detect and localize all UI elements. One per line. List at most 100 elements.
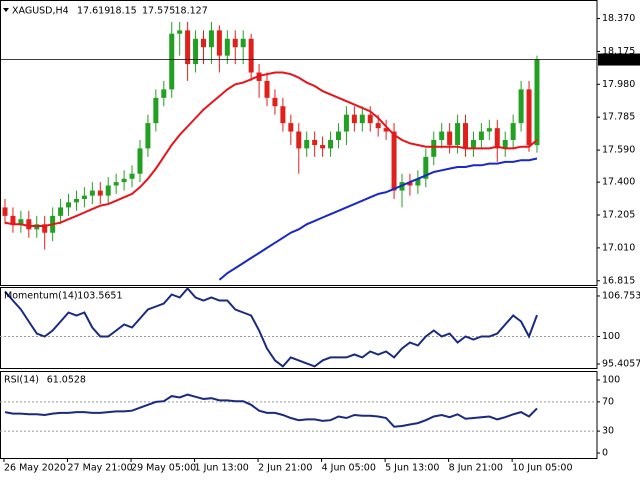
- candle-body: [193, 38, 199, 65]
- indicator-value: 61.0528: [47, 375, 86, 386]
- header-close: 18.127: [175, 6, 208, 17]
- candle-body: [391, 131, 397, 191]
- candle-body: [296, 131, 302, 149]
- candle-body: [359, 114, 365, 124]
- y-tick-label: 17.205: [602, 210, 635, 221]
- candle-body: [105, 185, 111, 196]
- candle-body: [264, 80, 270, 98]
- candle-body: [137, 148, 143, 174]
- candle-body: [431, 139, 437, 157]
- header-arrow: [3, 8, 9, 12]
- candle-body: [335, 131, 341, 140]
- current-price-box: [598, 53, 640, 66]
- indicator-title: Momentum(14): [4, 291, 78, 302]
- candle-body: [367, 114, 373, 124]
- candle-body: [113, 182, 119, 186]
- indicator-title: RSI(14): [4, 375, 39, 386]
- x-tick-label: 1 Jun 13:00: [195, 463, 249, 474]
- candle-body: [502, 139, 508, 149]
- candle-body: [415, 178, 421, 186]
- candle-body: [2, 207, 8, 216]
- panel-frame: [0, 287, 598, 369]
- candle-body: [526, 89, 532, 146]
- candle-body: [224, 38, 230, 56]
- x-tick-label: 10 Jun 05:00: [512, 463, 572, 474]
- candle-body: [288, 123, 294, 132]
- candle-body: [89, 190, 95, 196]
- moving-average: [4, 71, 538, 227]
- candle-body: [510, 123, 516, 140]
- candle-body: [73, 198, 79, 203]
- candle-body: [280, 106, 286, 124]
- candle-body: [201, 38, 206, 48]
- header-open: 17.619: [77, 6, 110, 17]
- candle-body: [383, 128, 389, 132]
- candle-body: [81, 195, 87, 199]
- candle-body: [177, 30, 183, 34]
- candle-body: [42, 224, 48, 233]
- x-tick-label: 29 May 05:00: [131, 463, 196, 474]
- candle-body: [58, 207, 64, 216]
- candle-body: [26, 219, 32, 230]
- candle-body: [455, 123, 461, 146]
- candle-body: [145, 123, 151, 149]
- candle-body: [447, 131, 453, 146]
- y-tick-label: 17.590: [602, 145, 635, 156]
- y-tick-label: 30: [602, 426, 614, 437]
- candle-body: [494, 128, 500, 149]
- y-tick-label: 17.010: [602, 242, 635, 253]
- candle-body: [478, 131, 484, 140]
- y-tick-label: 18.370: [602, 13, 635, 24]
- candle-body: [343, 114, 349, 132]
- candle-body: [153, 97, 159, 124]
- candle-body: [328, 139, 334, 149]
- y-tick-label: 95.4057: [602, 359, 640, 370]
- current-price-label: 18.127: [602, 54, 635, 65]
- x-tick-label: 4 Jun 05:00: [322, 463, 376, 474]
- y-tick-label: 70: [602, 396, 614, 407]
- candle-body: [439, 131, 445, 140]
- x-tick-label: 5 Jun 13:00: [385, 463, 439, 474]
- candle-body: [10, 215, 16, 225]
- candle-body: [272, 97, 278, 107]
- x-tick-label: 2 Jun 21:00: [258, 463, 312, 474]
- candle-body: [161, 89, 167, 98]
- x-tick-label: 8 Jun 21:00: [449, 463, 503, 474]
- candle-body: [216, 30, 222, 56]
- y-tick-label: 17.400: [602, 177, 635, 188]
- chart-title: XAGUSD,H4: [12, 6, 69, 17]
- candle-body: [375, 123, 381, 129]
- candle-body: [240, 38, 246, 48]
- candle-body: [423, 156, 429, 179]
- candle-body: [129, 173, 135, 179]
- candle-body: [185, 30, 191, 65]
- panel-frame: [0, 0, 598, 286]
- candle-body: [304, 139, 310, 149]
- y-tick-label: 16.815: [602, 275, 635, 286]
- candle-body: [232, 38, 238, 48]
- candle-body: [518, 89, 524, 124]
- x-tick-label: 26 May 2020: [4, 463, 66, 474]
- candle-body: [169, 33, 175, 90]
- candle-body: [320, 145, 326, 149]
- candle-body: [248, 38, 254, 73]
- candle-body: [463, 123, 469, 149]
- candle-body: [97, 190, 103, 196]
- indicator-line: [4, 393, 538, 428]
- x-tick-label: 27 May 21:00: [68, 463, 133, 474]
- y-tick-label: 17.785: [602, 112, 635, 123]
- candle-body: [470, 139, 476, 149]
- indicator-line: [4, 286, 538, 368]
- candle-body: [351, 114, 357, 124]
- header-high: 18.15: [110, 6, 137, 17]
- candle-body: [534, 59, 540, 146]
- y-tick-label: 17.980: [602, 79, 635, 90]
- panel-frame: [0, 371, 598, 459]
- candle-body: [121, 178, 127, 183]
- candle-body: [407, 182, 413, 186]
- y-tick-label: 100: [602, 331, 620, 342]
- moving-average: [218, 157, 538, 281]
- y-tick-label: 18.175: [602, 46, 635, 57]
